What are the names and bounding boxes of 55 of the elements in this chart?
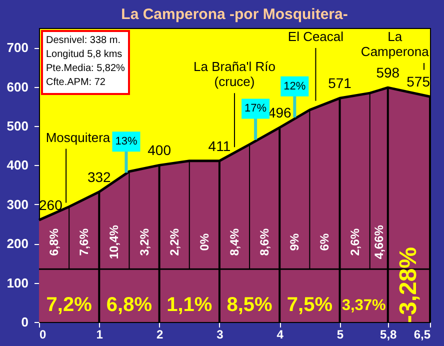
annotation: 2,6% <box>348 228 362 256</box>
annotation: Desnivel: 338 m. <box>46 35 120 46</box>
annotation: 0% <box>197 233 212 251</box>
data-label: 400 <box>148 142 172 158</box>
annotation: 6,8% <box>106 294 152 316</box>
annotation: 4,66% <box>372 224 386 260</box>
data-label: 598 <box>376 64 400 81</box>
annotation: 6% <box>318 233 332 251</box>
annotation: -3,28% <box>394 246 422 324</box>
annotation: 3,37% <box>342 297 386 314</box>
annotation: 7,2% <box>46 294 92 316</box>
annotation: 3,2% <box>137 228 152 256</box>
x-tick-label: 5,8 <box>380 328 398 342</box>
data-label: 571 <box>328 75 352 92</box>
x-tick-label: 2 <box>156 328 164 342</box>
y-tick-label: 600 <box>6 79 28 94</box>
annotation: La Camperona <box>360 29 430 59</box>
y-tick-label: 300 <box>6 196 28 212</box>
annotation: 1,1% <box>166 294 212 316</box>
x-tick-label: 3 <box>216 328 224 342</box>
annotation: Pte.Media: 5,82% <box>46 63 126 74</box>
x-tick-label: 4 <box>276 328 284 342</box>
y-tick-label: 400 <box>6 158 28 173</box>
x-tick-label: 5 <box>336 328 344 342</box>
y-tick-label: 200 <box>6 236 28 252</box>
y-tick-label: 500 <box>6 118 28 134</box>
data-label: 575 <box>406 74 430 90</box>
y-tick-label: 0 <box>21 314 28 330</box>
chart-title: La Camperona -por Mosquitera- <box>121 6 348 23</box>
annotation: 8,4% <box>228 228 242 256</box>
annotation: 10,4% <box>107 224 122 260</box>
annotation: 13% <box>115 136 138 148</box>
data-label: 496 <box>268 104 292 121</box>
x-tick-label: 0 <box>40 328 46 342</box>
y-tick-label: 700 <box>6 40 28 56</box>
annotation: 12% <box>284 80 306 92</box>
annotation: 7,5% <box>286 294 333 316</box>
annotation: 9% <box>288 233 302 251</box>
annotation: 2,2% <box>167 228 182 256</box>
annotation: Longitud 5,8 kms <box>46 49 122 60</box>
annotation: Cfte.APM: 72 <box>46 77 106 88</box>
x-tick-label: 1 <box>96 328 104 342</box>
annotation: 8,6% <box>258 228 272 256</box>
annotation: 8,5% <box>226 294 273 316</box>
annotation: El Ceacal <box>288 29 344 44</box>
annotation: 7,6% <box>77 228 92 256</box>
annotation: Mosquitera <box>46 130 111 145</box>
data-label: 411 <box>208 138 231 154</box>
annotation: 6,8% <box>47 228 62 256</box>
x-tick-label: 6,5 <box>414 328 431 342</box>
annotation: 17% <box>244 102 267 115</box>
y-tick-label: 100 <box>6 275 28 290</box>
annotation: La Braña'l Río (cruce) <box>194 59 276 90</box>
data-label: 260 <box>39 197 63 214</box>
data-label: 332 <box>87 168 112 185</box>
